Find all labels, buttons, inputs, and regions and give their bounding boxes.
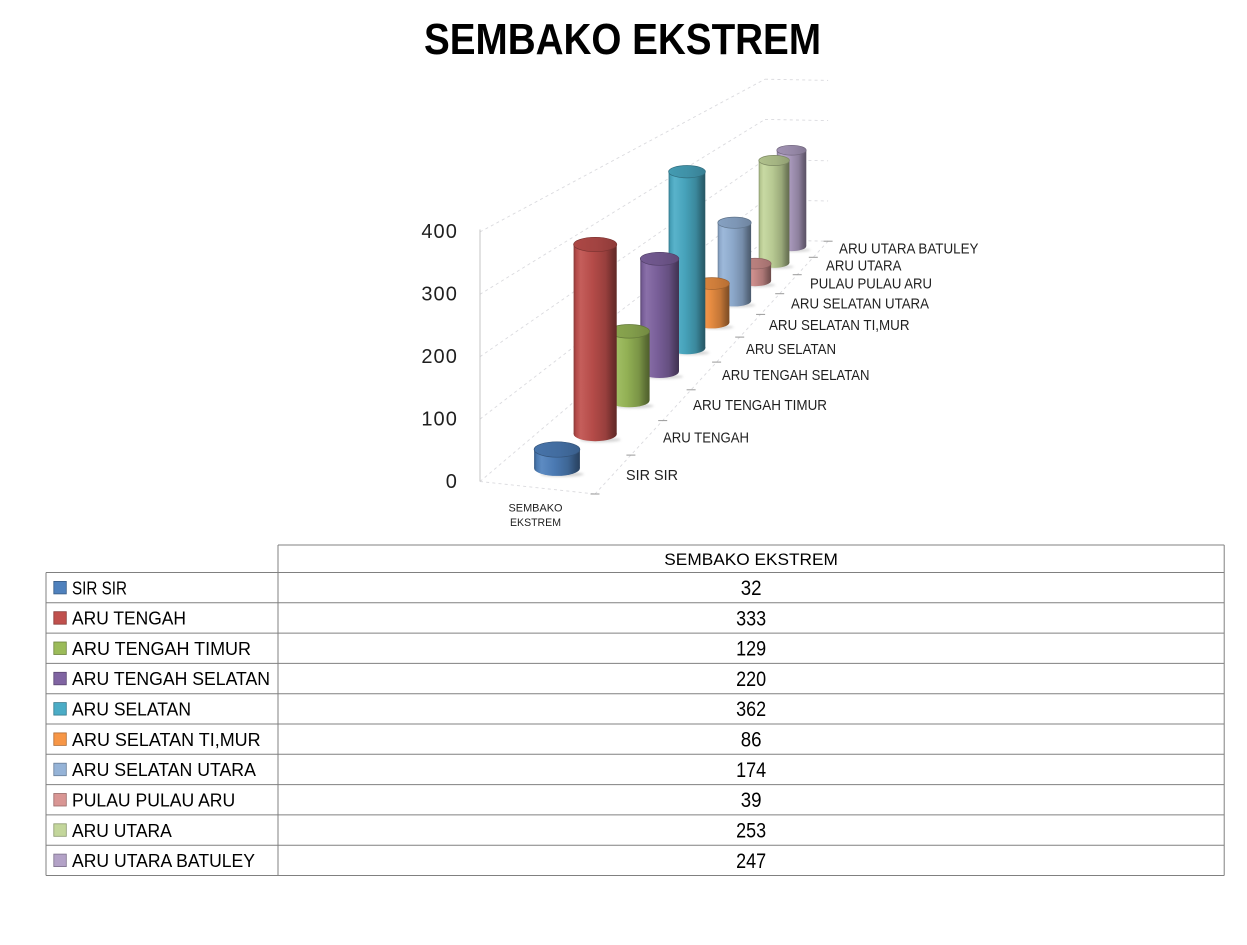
svg-text:ARU UTARA: ARU UTARA xyxy=(826,258,901,275)
svg-text:SIR SIR: SIR SIR xyxy=(626,467,678,484)
svg-text:100: 100 xyxy=(421,409,458,431)
svg-text:ARU UTARA: ARU UTARA xyxy=(72,820,172,841)
svg-text:EKSTREM: EKSTREM xyxy=(510,517,561,529)
svg-text:39: 39 xyxy=(741,789,762,812)
svg-text:ARU SELATAN UTARA: ARU SELATAN UTARA xyxy=(72,759,257,780)
svg-text:300: 300 xyxy=(421,284,458,306)
svg-text:ARU TENGAH: ARU TENGAH xyxy=(663,430,749,447)
svg-text:362: 362 xyxy=(736,698,766,721)
svg-text:400: 400 xyxy=(421,221,458,243)
svg-text:SIR SIR: SIR SIR xyxy=(72,577,127,598)
svg-text:253: 253 xyxy=(736,819,766,842)
svg-text:129: 129 xyxy=(736,638,766,661)
svg-text:SEMBAKO EKSTREM: SEMBAKO EKSTREM xyxy=(664,550,838,569)
svg-text:ARU TENGAH TIMUR: ARU TENGAH TIMUR xyxy=(693,397,827,414)
svg-text:32: 32 xyxy=(741,577,762,600)
svg-text:ARU SELATAN TI,MUR: ARU SELATAN TI,MUR xyxy=(769,317,910,334)
svg-text:174: 174 xyxy=(736,759,766,782)
svg-text:SEMBAKO EKSTREM: SEMBAKO EKSTREM xyxy=(424,15,821,64)
svg-text:SEMBAKO: SEMBAKO xyxy=(509,503,563,515)
svg-text:ARU UTARA BATULEY: ARU UTARA BATULEY xyxy=(72,850,255,871)
svg-text:ARU UTARA BATULEY: ARU UTARA BATULEY xyxy=(839,241,979,258)
svg-text:ARU SELATAN: ARU SELATAN xyxy=(746,341,836,358)
svg-text:ARU SELATAN: ARU SELATAN xyxy=(72,699,191,720)
svg-text:333: 333 xyxy=(736,607,766,630)
svg-text:ARU TENGAH SELATAN: ARU TENGAH SELATAN xyxy=(72,668,270,689)
svg-text:ARU SELATAN UTARA: ARU SELATAN UTARA xyxy=(791,296,929,313)
svg-text:86: 86 xyxy=(741,729,762,752)
svg-text:220: 220 xyxy=(736,668,766,691)
svg-text:PULAU PULAU ARU: PULAU PULAU ARU xyxy=(810,276,932,293)
svg-text:ARU TENGAH: ARU TENGAH xyxy=(72,608,186,629)
svg-text:ARU TENGAH TIMUR: ARU TENGAH TIMUR xyxy=(72,638,251,659)
svg-text:200: 200 xyxy=(421,346,458,368)
svg-text:PULAU PULAU ARU: PULAU PULAU ARU xyxy=(72,790,235,811)
svg-text:0: 0 xyxy=(446,471,458,493)
svg-text:ARU SELATAN TI,MUR: ARU SELATAN TI,MUR xyxy=(72,729,261,750)
svg-text:247: 247 xyxy=(736,850,766,873)
svg-text:ARU TENGAH SELATAN: ARU TENGAH SELATAN xyxy=(722,367,870,384)
